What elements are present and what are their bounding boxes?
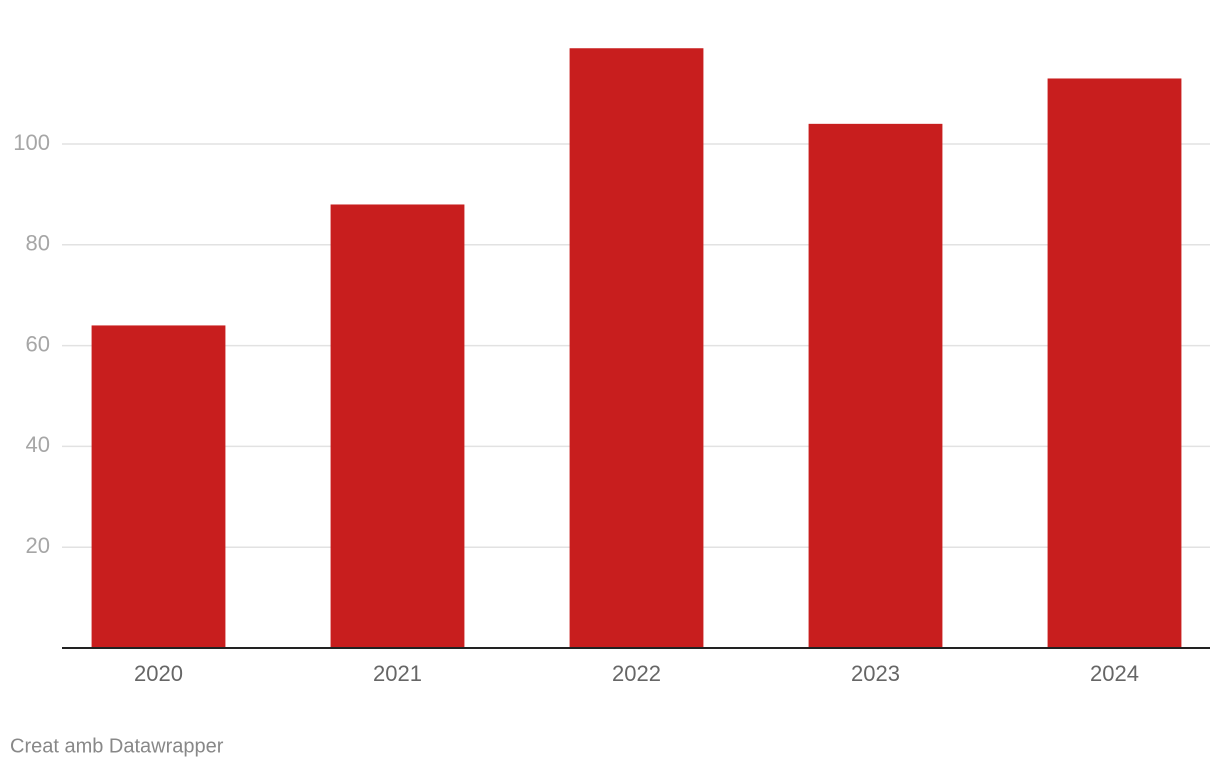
y-tick-label: 60 [26, 331, 50, 356]
footer: Creat amb Datawrapper [10, 735, 224, 757]
x-tick-label: 2021 [373, 661, 422, 686]
x-tick-label: 2022 [612, 661, 661, 686]
bar [808, 123, 943, 649]
bar [91, 325, 226, 648]
x-tick-label: 2020 [134, 661, 183, 686]
x-tick-label: 2023 [851, 661, 900, 686]
bar [569, 48, 704, 649]
y-tick-label: 20 [26, 533, 50, 558]
bar [330, 204, 465, 649]
y-tick-label: 40 [26, 432, 50, 457]
x-tick-label: 2024 [1090, 661, 1139, 686]
y-tick-label: 80 [26, 231, 50, 256]
y-tick-label: 100 [13, 130, 50, 155]
bar [1047, 78, 1182, 649]
